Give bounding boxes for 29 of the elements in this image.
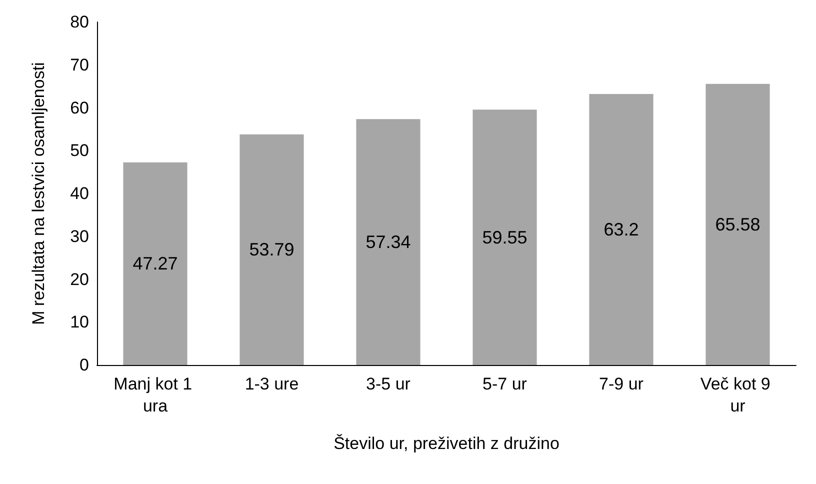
y-tick-label: 0 bbox=[80, 356, 89, 374]
bar bbox=[240, 134, 304, 365]
data-label: 53.79 bbox=[249, 240, 294, 260]
bar bbox=[589, 94, 654, 365]
y-tick-label: 80 bbox=[70, 12, 89, 32]
data-label: 47.27 bbox=[132, 254, 178, 274]
bar bbox=[706, 84, 770, 365]
y-tick-label: 30 bbox=[70, 226, 89, 246]
y-tick-label: 10 bbox=[70, 312, 89, 332]
y-tick-label: 70 bbox=[70, 55, 89, 74]
y-tick-label: 50 bbox=[70, 141, 89, 160]
data-label: 57.34 bbox=[366, 232, 411, 252]
bar bbox=[472, 110, 537, 365]
y-axis-title: M rezultata na lestvici osamljenosti bbox=[29, 62, 48, 325]
data-label: 65.58 bbox=[715, 214, 760, 234]
y-tick-label: 20 bbox=[70, 270, 89, 289]
x-tick-label: 1-3 ure bbox=[244, 374, 299, 394]
x-tick-label: 3-5 ur bbox=[366, 374, 411, 394]
data-label: 63.2 bbox=[604, 220, 639, 240]
x-tick-label: 7-9 ur bbox=[599, 374, 644, 394]
x-axis-title: Število ur, preživetih z družino bbox=[334, 434, 560, 453]
y-tick-label: 40 bbox=[70, 184, 89, 203]
x-tick-label: Manj kot 1 ura bbox=[114, 374, 197, 416]
bar bbox=[123, 162, 188, 365]
y-tick-label: 60 bbox=[70, 98, 89, 118]
x-tick-label: 5-7 ur bbox=[482, 374, 528, 394]
data-label: 59.55 bbox=[482, 227, 528, 248]
bar bbox=[356, 119, 420, 365]
x-tick-label: Več kot 9 ur bbox=[700, 374, 776, 416]
